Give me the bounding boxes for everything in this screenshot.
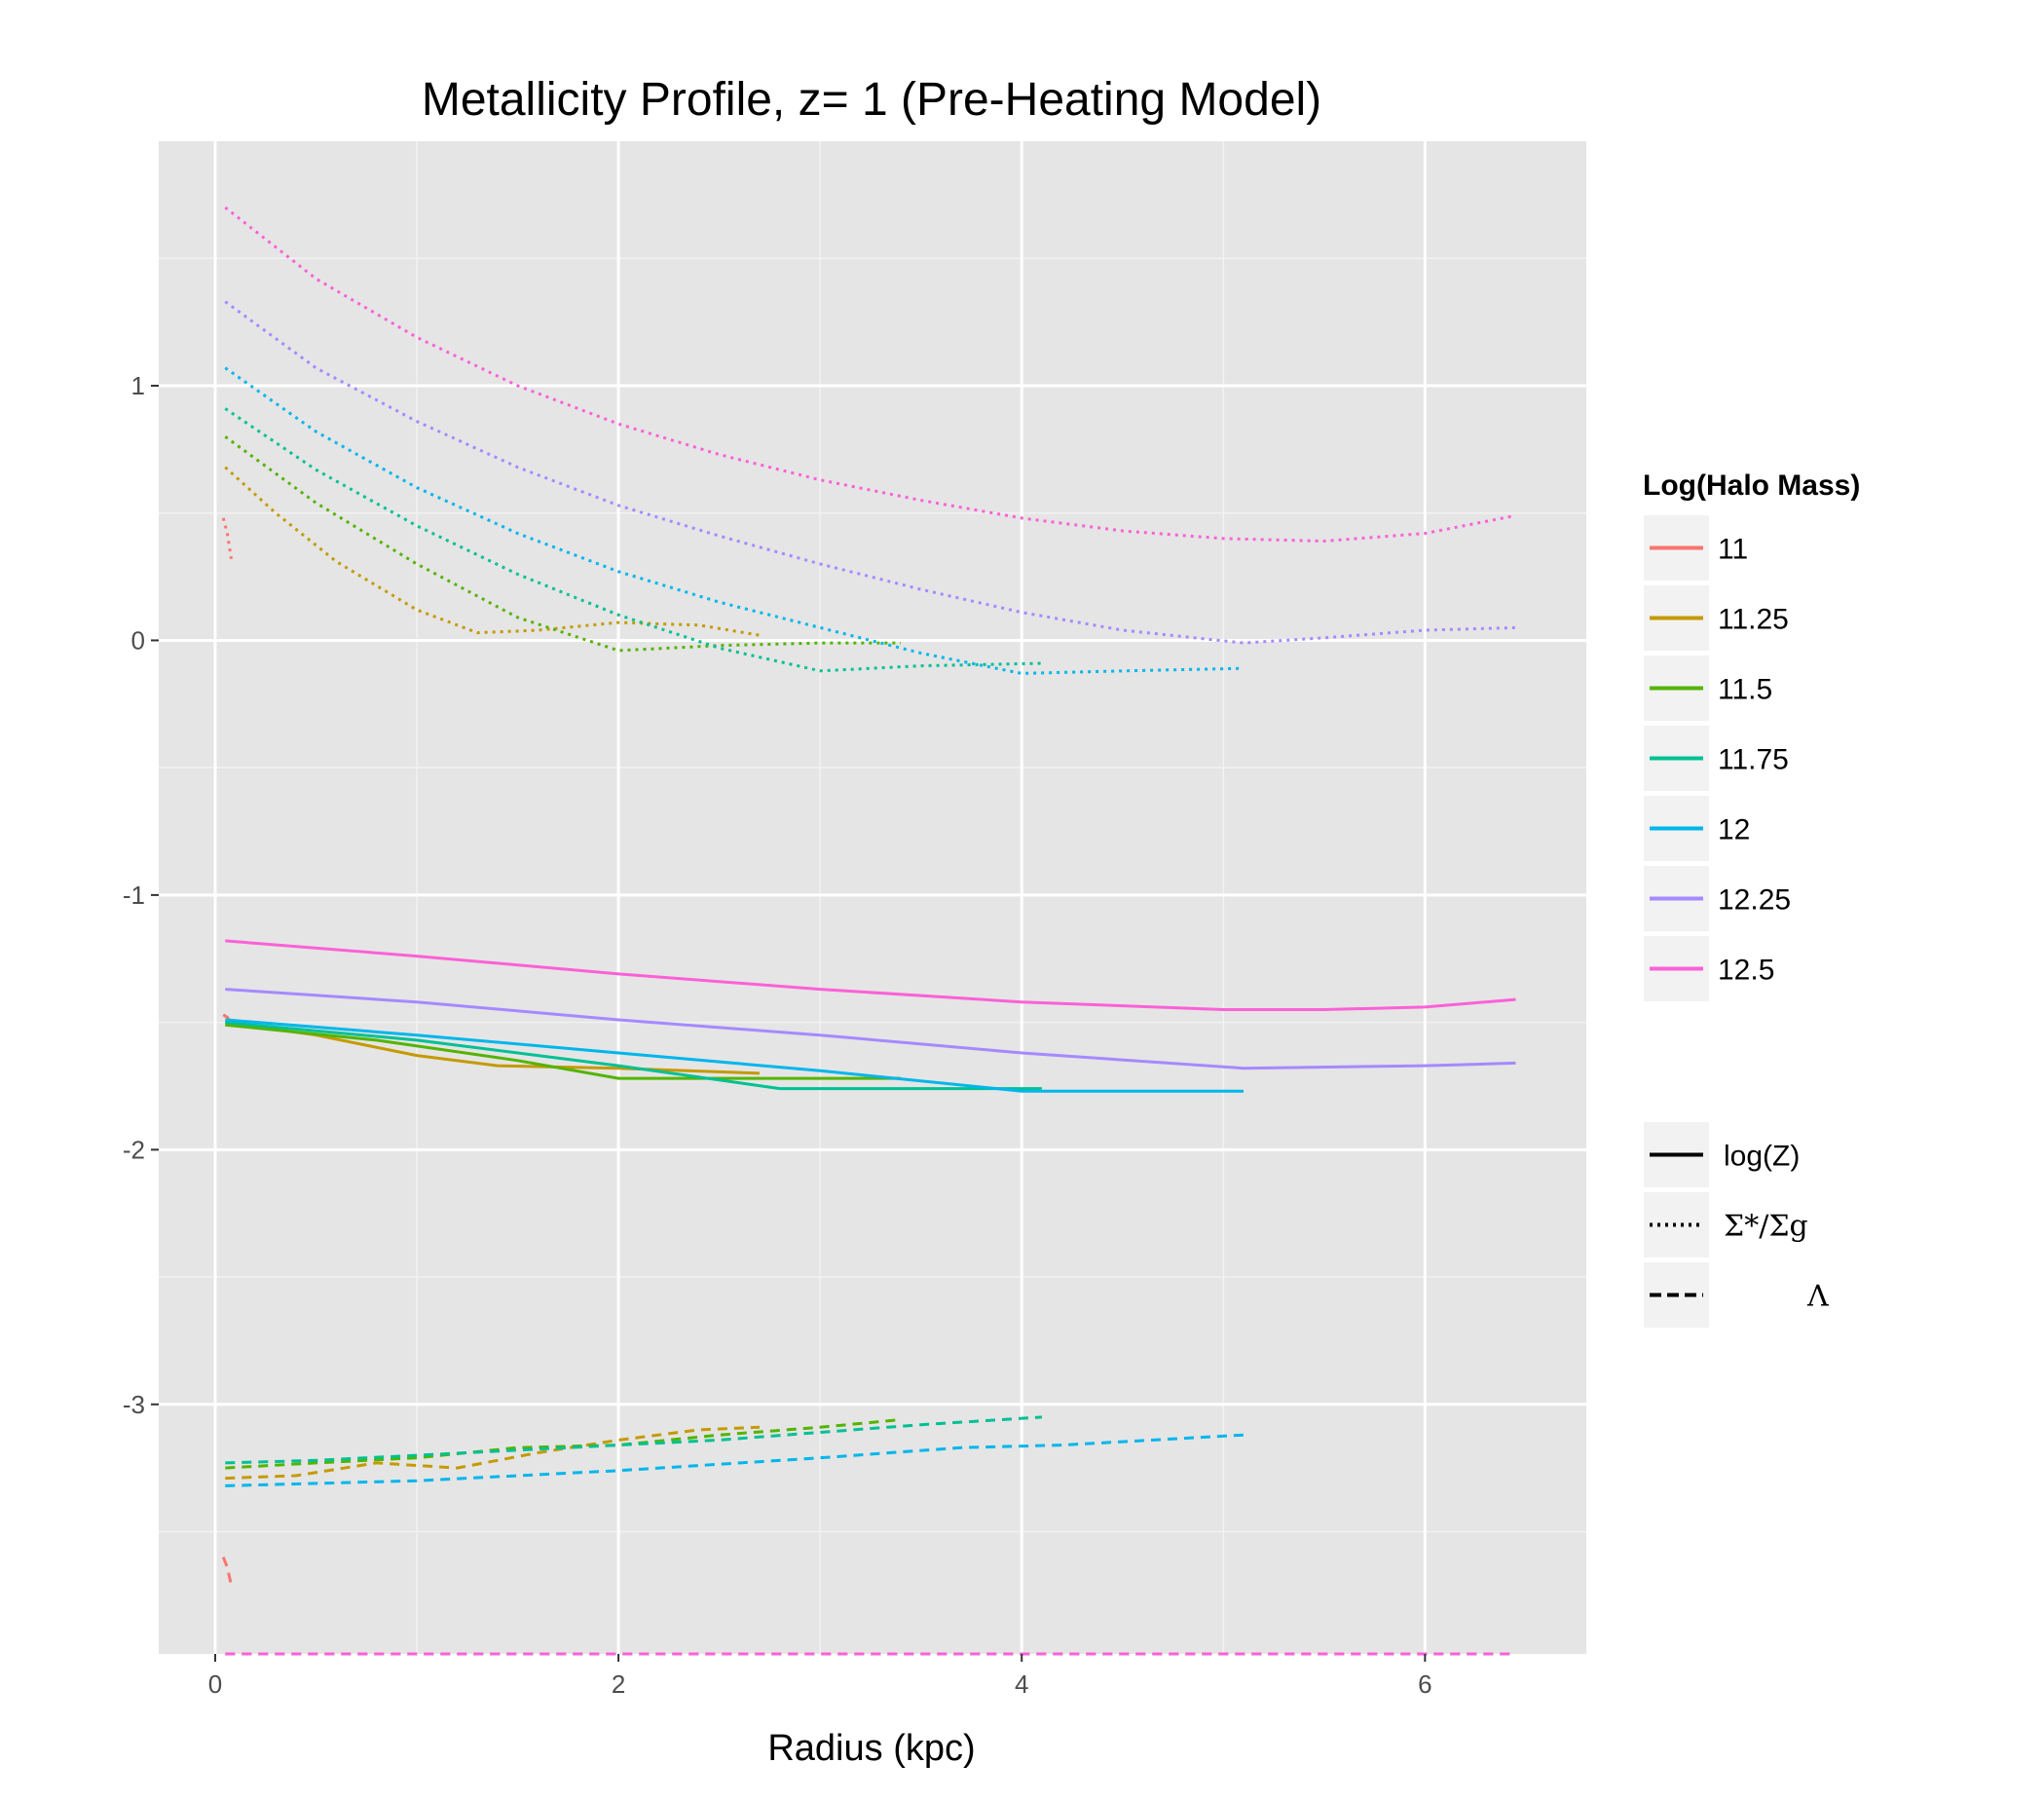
series-line-11_5-dashed [225, 1418, 902, 1470]
x-tick-label: 2 [612, 1670, 625, 1699]
legend-label: 12.25 [1718, 884, 1791, 917]
linetype-legend: log(Z) Σ*/Σg Λ [1642, 1120, 1829, 1330]
minor-grid [159, 141, 1586, 1654]
linetype-key-dotted [1642, 1190, 1711, 1259]
x-axis: 0 2 4 6 [208, 1654, 1432, 1699]
series-line-11_75-dotted [224, 407, 1042, 673]
x-tick-label: 6 [1418, 1670, 1431, 1699]
y-tick-label: -1 [123, 881, 145, 910]
legend-label: 11.5 [1718, 674, 1772, 706]
y-tick-label: 1 [131, 371, 145, 400]
legend-label: 12 [1718, 814, 1750, 846]
series-line-12-dotted [224, 366, 1245, 675]
series-line-11-dotted [221, 517, 233, 560]
series-line-12_5-dotted [224, 206, 1516, 544]
linetype-label: Λ [1806, 1280, 1829, 1314]
x-tick-label: 4 [1015, 1670, 1028, 1699]
major-grid [159, 141, 1586, 1654]
y-tick-label: -2 [123, 1135, 145, 1164]
series-line-11_25-dashed [225, 1425, 761, 1481]
chart-title: Metallicity Profile, z= 1 (Pre-Heating M… [422, 74, 1321, 126]
plot-panel [159, 141, 1586, 1654]
legend-label: 11.25 [1718, 604, 1789, 636]
color-legend: Log(Halo Mass) 11 11.25 11.5 11.75 12 12.25 12… [1642, 469, 1860, 1003]
series-line-11_75-solid [225, 1021, 1042, 1091]
series-line-12_5-solid [225, 939, 1516, 1011]
series-line-12_25-solid [225, 988, 1516, 1070]
x-tick-label: 0 [208, 1670, 222, 1699]
y-axis: 1 0 -1 -2 -3 [123, 371, 159, 1419]
legend-label: 12.5 [1718, 955, 1774, 987]
series-line-11_5-dotted [224, 435, 901, 653]
linetype-label: log(Z) [1724, 1141, 1800, 1173]
series-line-11_25-dotted [224, 466, 761, 637]
series-line-12-solid [225, 1018, 1244, 1093]
y-tick-label: -3 [123, 1390, 145, 1419]
linetype-label: Σ*/Σg [1724, 1210, 1808, 1244]
series-line-11-dashed [221, 1557, 233, 1586]
series-layer [221, 206, 1516, 1656]
color-legend-title: Log(Halo Mass) [1643, 469, 1860, 502]
legend-label: 11.75 [1718, 744, 1789, 776]
legend-label: 11 [1718, 534, 1748, 566]
series-line-11_75-dashed [225, 1415, 1042, 1465]
series-line-12_25-dotted [224, 300, 1516, 645]
x-axis-label: Radius (kpc) [767, 1728, 975, 1769]
series-line-12-dashed [225, 1433, 1245, 1487]
series-line-11_5-solid [225, 1023, 901, 1080]
y-tick-label: 0 [131, 625, 145, 655]
